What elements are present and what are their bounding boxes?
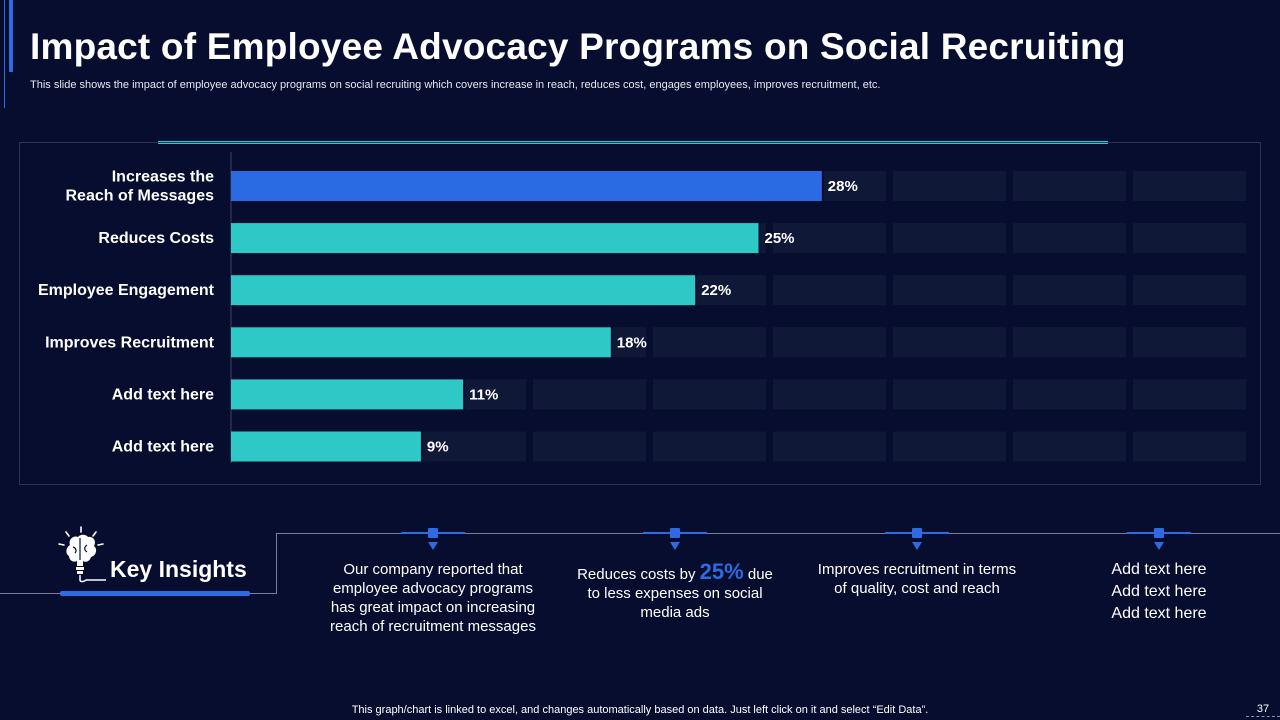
data-label: 18% xyxy=(617,334,647,351)
accent-line xyxy=(4,0,5,108)
bar-track xyxy=(1013,379,1126,410)
insight-highlight-value: 25% xyxy=(699,559,744,584)
bar-track xyxy=(893,379,1006,410)
bar-track xyxy=(697,275,766,306)
bar-track xyxy=(1133,431,1246,462)
category-label: Add text here xyxy=(112,439,214,456)
bar-track xyxy=(1013,275,1126,306)
category-label: Improves Recruitment xyxy=(45,334,215,351)
category-label: Increases the xyxy=(112,169,214,186)
bar-track xyxy=(533,431,646,462)
bar-track xyxy=(1133,223,1246,254)
bar-track xyxy=(653,379,766,410)
category-label: Reach of Messages xyxy=(65,188,214,205)
brain-lightbulb-icon xyxy=(58,526,106,583)
bar-track xyxy=(893,171,1006,201)
bar[interactable] xyxy=(231,171,822,201)
slide-title: Impact of Employee Advocacy Programs on … xyxy=(30,26,1126,67)
page-number: 37 xyxy=(1246,703,1280,717)
pin-marker-icon xyxy=(1127,528,1191,550)
bar-track xyxy=(773,223,886,254)
bar-track xyxy=(893,327,1006,358)
footer-note: This graph/chart is linked to excel, and… xyxy=(351,704,929,716)
insight-text-2: Reduces costs by 25% due to less expense… xyxy=(570,559,780,622)
bar-track xyxy=(653,431,766,462)
insight-text-2-before: Reduces costs by xyxy=(577,566,700,583)
bar-track xyxy=(773,379,886,410)
bar-track xyxy=(1013,171,1126,201)
bar-track xyxy=(533,379,646,410)
slide-subtitle: This slide shows the impact of employee … xyxy=(30,79,881,91)
key-insights-underline xyxy=(60,591,250,596)
bar-chart[interactable]: 28% Increases the Reach of Messages 25% Redu… xyxy=(0,0,1280,490)
bar[interactable] xyxy=(231,327,611,358)
insight-text-3: Improves recruitment in terms of quality… xyxy=(817,561,1017,597)
bar[interactable] xyxy=(231,379,464,410)
bar-track xyxy=(1133,327,1246,358)
insight-text-4: Add text here Add text here Add text her… xyxy=(1111,561,1207,622)
bar[interactable] xyxy=(231,223,759,254)
bar-track xyxy=(1133,171,1246,201)
bar-track xyxy=(773,275,886,306)
bar-track xyxy=(612,327,646,358)
insight-text-1: Our company reported that employee advoc… xyxy=(330,561,536,635)
data-label: 22% xyxy=(701,282,731,299)
bar-track xyxy=(893,431,1006,462)
category-label: Reduces Costs xyxy=(98,230,214,247)
bar-track xyxy=(773,431,886,462)
pin-marker-icon xyxy=(643,528,707,550)
category-label: Add text here xyxy=(112,386,214,403)
data-label: 28% xyxy=(828,178,858,195)
bar-track xyxy=(823,171,886,201)
bar-track xyxy=(1133,379,1246,410)
bar-track xyxy=(653,327,766,358)
bar-track xyxy=(1013,327,1126,358)
bar-track xyxy=(465,379,526,410)
accent-bar xyxy=(9,0,13,72)
bar[interactable] xyxy=(231,275,696,306)
data-label: 25% xyxy=(765,230,795,247)
bar-track xyxy=(1013,223,1126,254)
pin-marker-icon xyxy=(401,528,465,550)
key-insights-section: Key Insights Our company reported that e… xyxy=(0,520,1280,635)
bar-track xyxy=(760,223,766,254)
divider-line xyxy=(276,533,277,594)
insight-text-2-after: due to less expenses on social media ads xyxy=(587,566,773,621)
pin-marker-icon xyxy=(885,528,949,550)
bar-track xyxy=(893,275,1006,306)
bar-track xyxy=(773,327,886,358)
category-label: Employee Engagement xyxy=(38,282,215,299)
bar-track xyxy=(422,431,526,462)
bar-track xyxy=(893,223,1006,254)
chart-frame xyxy=(19,142,1261,485)
data-label: 11% xyxy=(469,386,498,403)
bar-track xyxy=(1133,275,1246,306)
bar-track xyxy=(1013,431,1126,462)
data-label: 9% xyxy=(427,439,449,456)
key-insights-title: Key Insights xyxy=(110,556,247,582)
divider-line xyxy=(276,533,1280,534)
bar[interactable] xyxy=(231,431,421,462)
